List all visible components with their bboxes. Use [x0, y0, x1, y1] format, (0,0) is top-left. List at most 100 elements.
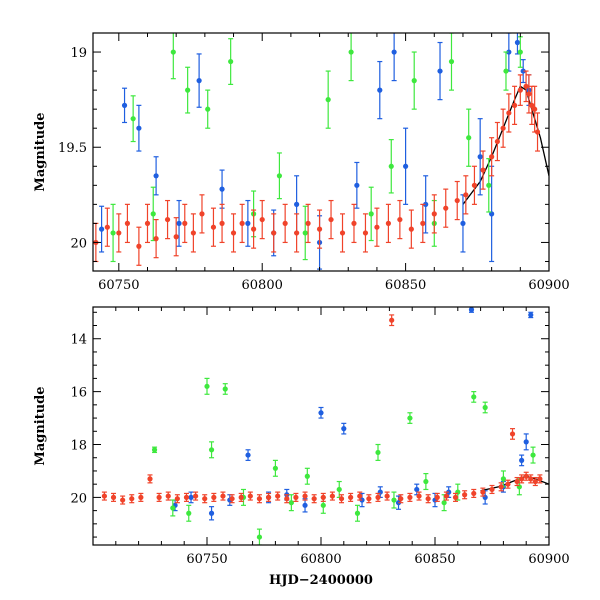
blue-data-point [520, 68, 526, 74]
red-data-point [532, 106, 538, 112]
green-data-point [375, 449, 381, 456]
red-data-point [247, 493, 253, 499]
green-data-point [170, 505, 176, 511]
blue-data-point [528, 312, 534, 318]
blue-data-point [318, 410, 324, 416]
green-data-point [407, 415, 413, 421]
red-data-point [384, 493, 390, 499]
red-data-point [471, 182, 478, 188]
bottom-panel-light-curve: 60750 60800 60850 60900 14 16 18 20 Magnitude HJD… [33, 306, 570, 588]
green-data-point [354, 510, 361, 516]
red-data-point [462, 492, 468, 498]
red-data-point [505, 481, 511, 487]
red-data-point [202, 496, 208, 502]
red-data-point [407, 494, 413, 500]
red-data-point [239, 220, 245, 226]
blue-data-point [219, 186, 225, 192]
blue-data-point [99, 226, 105, 232]
red-data-point [443, 205, 449, 211]
green-data-point [482, 404, 488, 411]
red-data-point [338, 496, 345, 502]
y-axis-title: Magnitude [33, 386, 48, 465]
green-data-point [503, 68, 509, 74]
red-data-point [523, 83, 529, 89]
red-data-point [416, 493, 422, 499]
green-data-point [204, 383, 210, 389]
red-data-point [480, 167, 486, 173]
red-data-point [251, 226, 257, 232]
blue-data-point [121, 102, 128, 108]
green-data-point [208, 447, 215, 453]
plot-area [93, 33, 549, 270]
red-data-point [454, 197, 460, 204]
red-data-point [517, 87, 523, 93]
red-data-point [348, 494, 354, 500]
green-data-point [336, 486, 342, 493]
blue-data-point [460, 220, 466, 226]
red-data-point [271, 230, 277, 236]
blue-data-point [245, 452, 251, 458]
red-data-point [328, 216, 334, 223]
red-data-point [480, 489, 486, 495]
red-data-point [397, 216, 403, 223]
green-data-point [441, 500, 447, 506]
blue-data-point [341, 426, 347, 432]
x-tick-label: 60900 [528, 278, 569, 293]
blue-data-point [423, 201, 429, 207]
red-data-point [293, 494, 299, 500]
red-data-point [136, 243, 142, 249]
x-tick-label: 60750 [98, 278, 139, 293]
y-tick-label: 19.5 [58, 141, 87, 156]
red-data-point [500, 125, 506, 131]
red-data-point [498, 484, 504, 490]
red-data-point [120, 497, 126, 503]
y-tick-label: 16 [70, 386, 87, 401]
green-data-point [466, 135, 472, 141]
red-data-point [339, 230, 346, 236]
red-data-point [174, 496, 180, 502]
blue-data-point [523, 439, 529, 445]
red-data-point [182, 220, 188, 226]
blue-data-point [188, 494, 194, 500]
red-data-point [408, 226, 414, 232]
green-data-point [186, 510, 192, 516]
blue-data-point [403, 163, 409, 169]
red-data-point [156, 494, 162, 500]
red-data-point [420, 220, 426, 226]
plot-area [101, 307, 549, 545]
red-data-point [284, 496, 290, 502]
red-data-point [431, 211, 437, 217]
red-data-point [220, 493, 226, 499]
x-tick-label: 60750 [186, 552, 227, 567]
green-data-point [272, 465, 278, 471]
red-data-point [275, 493, 281, 499]
red-data-point [147, 476, 153, 482]
green-data-point [325, 97, 331, 103]
red-data-point [374, 224, 380, 230]
red-data-point [104, 224, 110, 230]
green-data-point [388, 163, 394, 169]
red-data-point [190, 230, 196, 236]
x-tick-label: 60850 [385, 278, 426, 293]
red-data-point [144, 220, 151, 226]
red-data-point [526, 91, 532, 97]
green-data-point [150, 211, 156, 217]
green-data-point [471, 394, 477, 400]
red-data-point [311, 496, 317, 502]
blue-data-point [519, 457, 525, 463]
green-data-point [228, 58, 234, 65]
red-data-point [528, 476, 534, 482]
blue-data-point [489, 211, 495, 217]
blue-data-point [377, 87, 383, 93]
blue-data-point [468, 307, 475, 313]
red-data-point [385, 220, 391, 226]
green-data-point [500, 476, 506, 482]
red-data-point [129, 496, 135, 502]
red-data-point [219, 220, 225, 226]
blue-data-point [437, 68, 443, 74]
red-data-point [116, 230, 122, 236]
y-tick-label: 14 [70, 333, 87, 348]
model-curve [462, 85, 549, 205]
red-data-point [165, 493, 171, 499]
red-data-point [471, 490, 477, 497]
